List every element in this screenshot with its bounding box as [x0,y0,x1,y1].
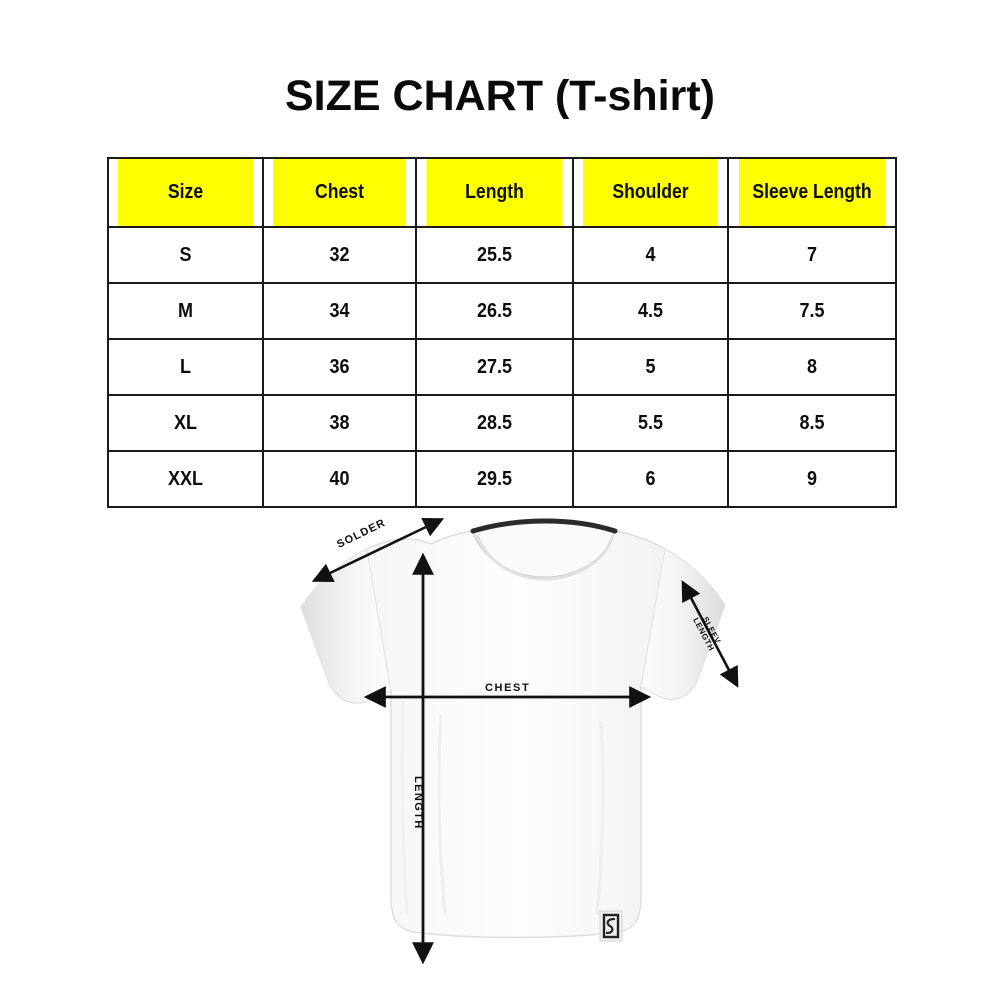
cell-sleeve-length: 8 [735,338,889,396]
chest-label: CHEST [485,682,531,694]
cell-shoulder: 6 [579,450,722,508]
cell-length: 27.5 [422,338,567,396]
cell-chest: 38 [269,394,410,452]
cell-shoulder: 4.5 [579,282,722,340]
cell-length: 26.5 [422,282,567,340]
cell-sleeve-length: 9 [735,450,889,508]
cell-sleeve-length: 7.5 [735,282,889,340]
column-header-length: Length [424,157,565,228]
cell-length: 29.5 [422,450,567,508]
cell-shoulder: 5 [579,338,722,396]
cell-sleeve-length: 8.5 [735,394,889,452]
column-header-sleeve-length: Sleeve Length [737,157,887,228]
page-title: SIZE CHART (T-shirt) [285,72,715,120]
table-row: M 34 26.5 4.5 7.5 [108,282,896,340]
size-chart-table: Size Chest Length Shoulder Sleeve Length… [107,157,897,508]
cell-chest: 32 [269,226,410,284]
shoulder-arrow-icon [311,517,445,583]
cell-length: 25.5 [422,226,567,284]
cell-size: M [114,282,257,340]
shirt-body-shape [300,518,726,939]
cell-size: L [114,338,257,396]
cell-chest: 40 [269,450,410,508]
cell-chest: 34 [269,282,410,340]
cell-size: XXL [114,450,257,508]
cell-shoulder: 4 [579,226,722,284]
tshirt-diagram [245,515,755,985]
cell-sleeve-length: 7 [735,226,889,284]
cell-chest: 36 [269,338,410,396]
tshirt-illustration [300,517,739,965]
table-row: L 36 27.5 5 8 [108,338,896,396]
column-header-chest: Chest [271,157,408,228]
table-row: XXL 40 29.5 6 9 [108,450,896,508]
table-row: XL 38 28.5 5.5 8.5 [108,394,896,452]
brand-tag-icon [599,910,623,942]
cell-size: XL [114,394,257,452]
table-row: S 32 25.5 4 7 [108,226,896,284]
column-header-size: Size [116,157,255,228]
cell-size: S [114,226,257,284]
sleeve-arrow-icon [681,580,739,688]
column-header-shoulder: Shoulder [581,157,720,228]
cell-length: 28.5 [422,394,567,452]
table-header-row: Size Chest Length Shoulder Sleeve Length [108,157,896,228]
cell-shoulder: 5.5 [579,394,722,452]
length-label: LENGTH [412,776,424,830]
